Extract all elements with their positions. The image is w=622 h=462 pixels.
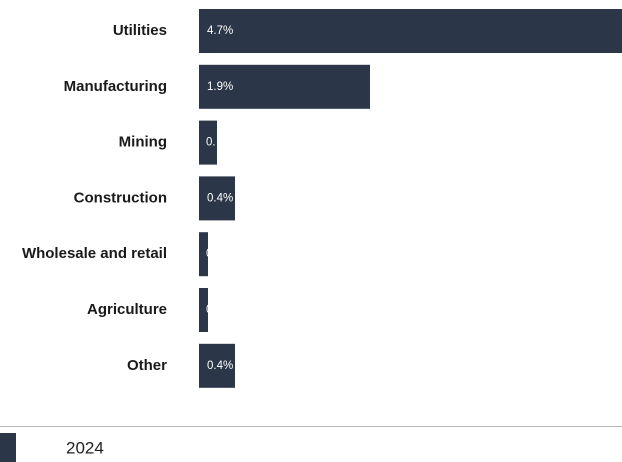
bar-utilities — [199, 9, 622, 53]
value-label-wholesale-and-retail: 0.1% — [206, 248, 232, 260]
bar-agriculture — [199, 288, 208, 332]
value-label-other: 0.4% — [207, 360, 233, 372]
value-label-agriculture: 0.1% — [206, 304, 232, 316]
bars-layer: Utilities 4.7% Manufacturing 1.9% Mining 0. Co… — [22, 9, 622, 388]
category-label-wholesale-and-retail: Wholesale and retail — [22, 245, 167, 262]
bar-other — [199, 343, 235, 388]
value-label-construction: 0.4% — [207, 192, 233, 204]
bar-wholesale-and-retail — [199, 232, 208, 277]
value-label-manufacturing: 1.9% — [207, 81, 233, 93]
category-label-mining: Mining — [119, 134, 167, 151]
legend-swatch — [0, 433, 16, 462]
category-label-utilities: Utilities — [113, 22, 167, 39]
bar-manufacturing — [199, 64, 370, 109]
category-label-agriculture: Agriculture — [87, 301, 167, 318]
value-label-utilities: 4.7% — [207, 25, 233, 37]
category-label-manufacturing: Manufacturing — [64, 78, 167, 95]
value-label-mining: 0. — [206, 137, 216, 149]
legend-label: 2024 — [66, 438, 104, 457]
category-label-other: Other — [127, 357, 167, 374]
bar-mining — [199, 120, 217, 165]
category-label-construction: Construction — [74, 189, 167, 206]
bar-construction — [199, 176, 235, 221]
